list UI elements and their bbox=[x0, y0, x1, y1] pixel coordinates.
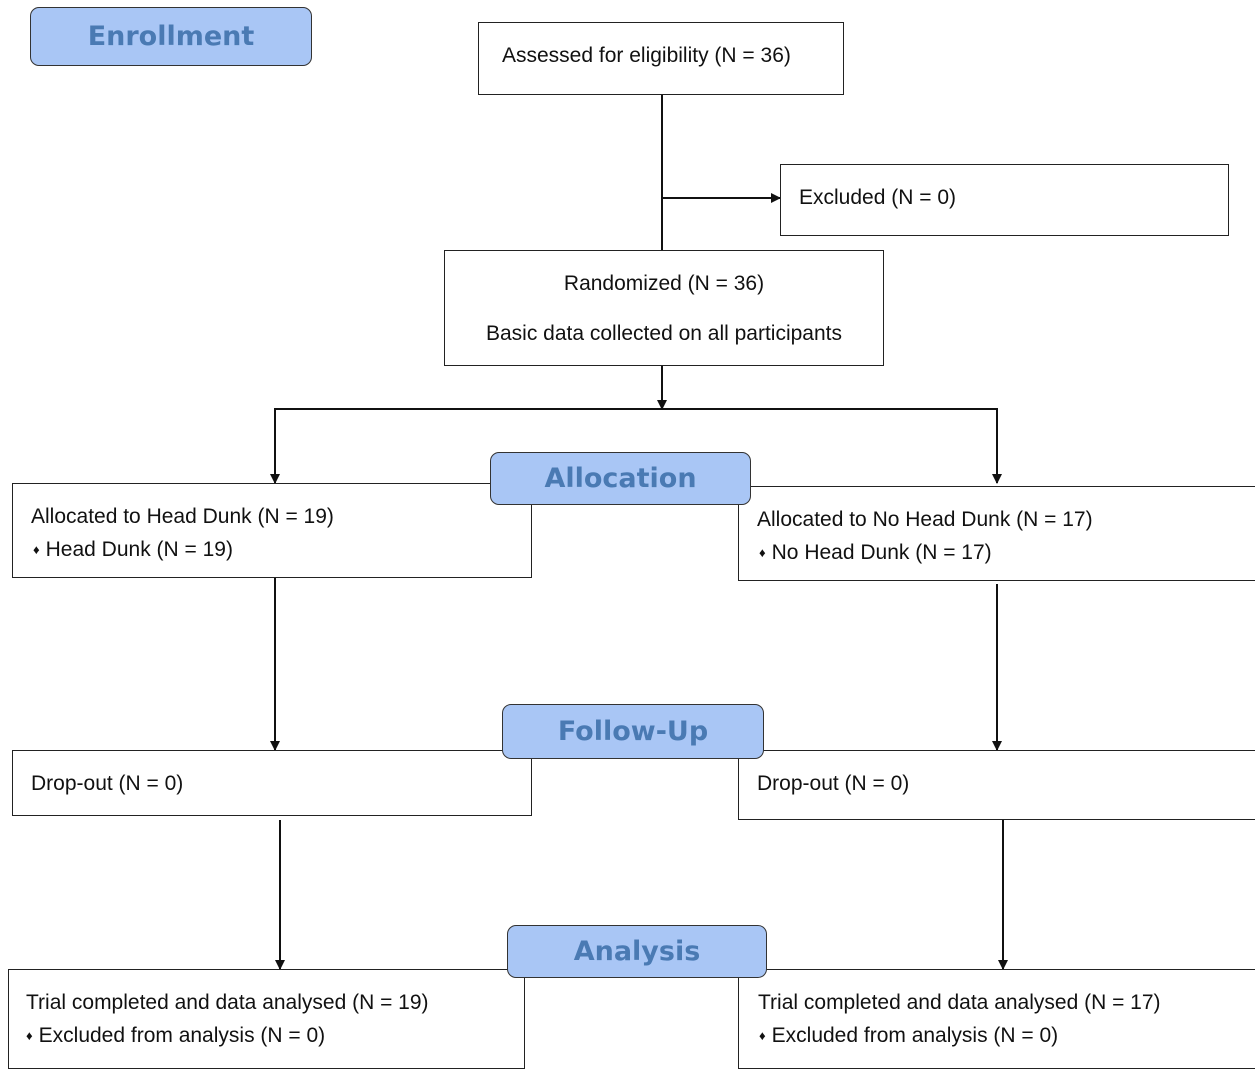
diamond-bullet-icon: ♦ bbox=[26, 1028, 33, 1043]
stage-analysis-label: Analysis bbox=[573, 936, 701, 967]
excluded-text: Excluded (N = 0) bbox=[799, 186, 956, 209]
diamond-bullet-icon: ♦ bbox=[33, 542, 40, 557]
stage-analysis: Analysis bbox=[507, 925, 767, 978]
left-received-item: ♦ Head Dunk (N = 19) bbox=[33, 537, 233, 562]
right-dropout-text: Drop-out (N = 0) bbox=[757, 772, 910, 795]
left-received-text: Head Dunk (N = 19) bbox=[45, 538, 233, 561]
right-analysis-box: Trial completed and data analysed (N = 1… bbox=[738, 969, 1255, 1069]
stage-allocation-label: Allocation bbox=[544, 463, 697, 494]
left-excluded-analysis-item: ♦ Excluded from analysis (N = 0) bbox=[26, 1023, 325, 1048]
assessed-box: Assessed for eligibility (N = 36) bbox=[478, 22, 844, 95]
right-allocated-text: Allocated to No Head Dunk (N = 17) bbox=[757, 508, 1093, 531]
excluded-box: Excluded (N = 0) bbox=[780, 164, 1229, 236]
right-received-text: No Head Dunk (N = 17) bbox=[771, 541, 992, 564]
left-allocation-box: Allocated to Head Dunk (N = 19) ♦ Head Du… bbox=[12, 483, 532, 578]
stage-enrollment-label: Enrollment bbox=[87, 21, 255, 52]
randomized-box: Randomized (N = 36) Basic data collected… bbox=[444, 250, 884, 366]
right-received-item: ♦ No Head Dunk (N = 17) bbox=[759, 540, 992, 565]
connector-split-left bbox=[270, 408, 662, 484]
stage-allocation: Allocation bbox=[490, 452, 751, 505]
connector-split-right bbox=[662, 408, 1002, 484]
randomized-text: Randomized (N = 36) bbox=[563, 272, 765, 295]
left-dropout-text: Drop-out (N = 0) bbox=[31, 772, 184, 795]
left-analysed-text: Trial completed and data analysed (N = 1… bbox=[26, 991, 429, 1014]
left-excluded-analysis-text: Excluded from analysis (N = 0) bbox=[38, 1024, 326, 1047]
right-excluded-analysis-text: Excluded from analysis (N = 0) bbox=[771, 1024, 1059, 1047]
right-analysed-text: Trial completed and data analysed (N = 1… bbox=[758, 991, 1161, 1014]
left-allocated-text: Allocated to Head Dunk (N = 19) bbox=[31, 505, 334, 528]
right-dropout-box: Drop-out (N = 0) bbox=[738, 750, 1255, 820]
stage-enrollment: Enrollment bbox=[30, 7, 312, 66]
left-analysis-box: Trial completed and data analysed (N = 1… bbox=[8, 969, 525, 1069]
stage-follow-up: Follow-Up bbox=[502, 704, 764, 759]
right-excluded-analysis-item: ♦ Excluded from analysis (N = 0) bbox=[759, 1023, 1058, 1048]
right-allocation-box: Allocated to No Head Dunk (N = 17) ♦ No H… bbox=[738, 486, 1255, 581]
basic-data-text: Basic data collected on all participants bbox=[485, 322, 843, 345]
stage-follow-up-label: Follow-Up bbox=[557, 716, 709, 747]
assessed-text: Assessed for eligibility (N = 36) bbox=[502, 44, 791, 67]
left-dropout-box: Drop-out (N = 0) bbox=[12, 750, 532, 816]
diamond-bullet-icon: ♦ bbox=[759, 1028, 766, 1043]
diamond-bullet-icon: ♦ bbox=[759, 545, 766, 560]
